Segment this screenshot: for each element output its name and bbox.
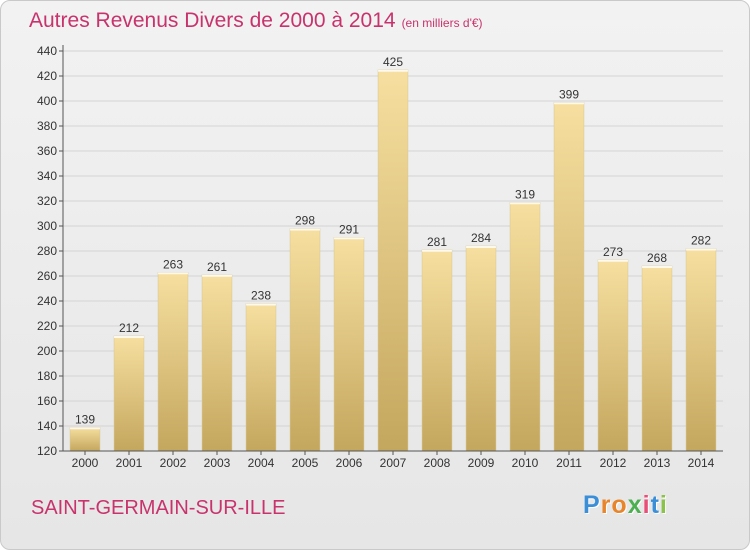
data-label: 399 — [559, 87, 579, 101]
data-label: 261 — [207, 260, 227, 274]
bar-2001 — [113, 335, 145, 452]
y-tick-label: 360 — [37, 144, 57, 158]
x-tick-label: 2001 — [116, 456, 143, 470]
logo-letter: o — [611, 491, 628, 519]
bar-2005 — [289, 228, 321, 452]
data-label: 212 — [119, 321, 139, 335]
bar-highlight — [510, 202, 540, 205]
bar-highlight — [114, 336, 144, 338]
x-tick-label: 2008 — [424, 456, 451, 470]
bar-2007 — [377, 69, 409, 452]
data-label: 319 — [515, 187, 535, 201]
x-tick-label: 2006 — [336, 456, 363, 470]
logo-letter: i — [659, 491, 668, 519]
data-label: 273 — [603, 245, 623, 259]
data-label: 425 — [383, 55, 403, 69]
logo-letter: x — [627, 491, 643, 519]
bar-2000 — [69, 427, 101, 452]
bar-2003 — [201, 274, 233, 452]
bar-2013 — [641, 265, 673, 452]
x-tick-label: 2002 — [160, 456, 187, 470]
logo-letter: i — [642, 491, 651, 519]
bar-highlight — [202, 274, 232, 277]
logo-letter: t — [650, 491, 660, 519]
y-tick-label: 340 — [37, 169, 57, 183]
y-tick-label: 320 — [37, 194, 57, 208]
x-tick-label: 2013 — [644, 456, 671, 470]
x-tick-label: 2000 — [72, 456, 99, 470]
data-label: 282 — [691, 234, 711, 248]
data-label: 298 — [295, 214, 315, 228]
y-tick-label: 180 — [37, 369, 57, 383]
y-tick-label: 120 — [37, 444, 57, 458]
bar-2004 — [245, 303, 277, 452]
bar-highlight — [686, 248, 716, 251]
x-tick-label: 2011 — [556, 456, 582, 470]
bar-2012 — [597, 259, 629, 452]
y-tick-label: 420 — [37, 69, 57, 83]
title-text: Autres Revenus Divers de 2000 à 2014 — [29, 9, 396, 32]
data-label: 291 — [339, 222, 359, 236]
bar-highlight — [378, 69, 408, 72]
data-label: 263 — [163, 257, 183, 271]
x-tick-label: 2012 — [600, 456, 627, 470]
bar-2010 — [509, 202, 541, 452]
bar-highlight — [70, 427, 100, 430]
y-tick-label: 440 — [37, 44, 57, 58]
bar-highlight — [246, 303, 276, 306]
x-tick-label: 2007 — [380, 456, 407, 470]
bar-2014 — [685, 248, 717, 452]
bar-highlight — [422, 249, 452, 252]
bar-highlight — [334, 237, 364, 240]
x-tick-label: 2014 — [688, 456, 715, 470]
y-tick-label: 220 — [37, 319, 57, 333]
y-tick-label: 400 — [37, 94, 57, 108]
data-label: 139 — [75, 412, 95, 426]
bar-2011 — [553, 102, 585, 452]
y-tick-label: 260 — [37, 269, 57, 283]
bar-highlight — [554, 102, 584, 105]
bar-highlight — [642, 266, 672, 268]
bar-highlight — [158, 272, 188, 275]
data-label: 284 — [471, 231, 491, 245]
data-label: 281 — [427, 235, 447, 249]
x-tick-label: 2010 — [512, 456, 539, 470]
x-tick-label: 2003 — [204, 456, 231, 470]
bar-2008 — [421, 249, 453, 452]
y-tick-label: 240 — [37, 294, 57, 308]
y-tick-label: 140 — [37, 419, 57, 433]
bar-2002 — [157, 272, 189, 452]
x-tick-label: 2004 — [248, 456, 275, 470]
proxiti-logo: Proxiti — [583, 491, 668, 520]
data-label: 268 — [647, 251, 667, 265]
data-label: 238 — [251, 289, 271, 303]
logo-letter: r — [600, 491, 612, 519]
logo-letter: P — [583, 491, 601, 519]
subtitle-text: (en milliers d'€) — [401, 16, 483, 30]
y-tick-label: 380 — [37, 119, 57, 133]
bar-2009 — [465, 245, 497, 452]
y-tick-label: 160 — [37, 394, 57, 408]
y-tick-label: 300 — [37, 219, 57, 233]
bar-highlight — [290, 228, 320, 231]
bar-highlight — [466, 246, 496, 248]
bar-2006 — [333, 237, 365, 452]
y-tick-label: 200 — [37, 344, 57, 358]
x-tick-label: 2005 — [292, 456, 319, 470]
y-tick-label: 280 — [37, 244, 57, 258]
x-tick-label: 2009 — [468, 456, 495, 470]
chart-title: Autres Revenus Divers de 2000 à 2014 (en … — [29, 9, 483, 33]
bar-highlight — [598, 259, 628, 262]
commune-name: SAINT-GERMAIN-SUR-ILLE — [31, 497, 286, 519]
